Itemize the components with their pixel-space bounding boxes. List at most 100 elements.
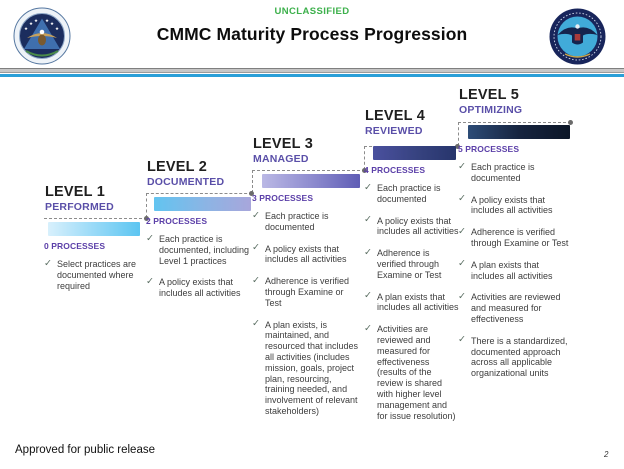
stair-riser-level5 (458, 122, 459, 146)
level-title: LEVEL 3 (253, 136, 313, 152)
header-divider-blue (0, 74, 624, 77)
check-icon: ✓ (458, 225, 466, 237)
checklist-item-text: Adherence is verified through Examine or… (471, 227, 569, 248)
check-icon: ✓ (364, 214, 372, 226)
check-icon: ✓ (458, 160, 466, 172)
checklist-item-text: Activities are reviewed and measured for… (377, 324, 456, 421)
checklist-item-text: There is a standardized, documented appr… (471, 335, 568, 379)
connector-node (144, 216, 149, 221)
checklist-item-text: A policy exists that includes all activi… (265, 243, 347, 265)
check-icon: ✓ (146, 275, 154, 287)
checklist-item: ✓ Adherence is verified through Examine … (364, 246, 459, 280)
check-icon: ✓ (44, 257, 52, 269)
stair-connector-level5 (458, 122, 571, 123)
stair-riser-level2 (146, 193, 147, 218)
checklist-item: ✓ Activities are reviewed and measured f… (364, 322, 459, 421)
level-subtitle: REVIEWED (365, 125, 423, 137)
level-4-column: LEVEL 4 REVIEWED 4 PROCESSES ✓ Each prac… (364, 109, 459, 432)
level-5-column: LEVEL 5 OPTIMIZING 5 PROCESSES ✓ Each pr… (458, 88, 572, 390)
checklist-item: ✓ Each practice is documented (364, 181, 459, 205)
checklist-item: ✓ Each practice is documented, including… (146, 232, 252, 266)
checklist-item-text: Each practice is documented (377, 183, 441, 204)
stair-riser-level3 (252, 170, 253, 193)
svg-text:★: ★ (34, 18, 38, 24)
checklist-item: ✓ Select practices are documented where … (44, 257, 146, 291)
checklist-item: ✓ Adherence is verified through Examine … (252, 274, 362, 308)
checklist-item-text: A plan exists that includes all activiti… (471, 259, 553, 281)
check-icon: ✓ (252, 242, 260, 254)
check-icon: ✓ (252, 318, 260, 330)
level-subtitle: OPTIMIZING (459, 104, 523, 116)
connector-node (362, 168, 367, 173)
process-count: 0 PROCESSES (44, 241, 106, 251)
page-title: CMMC Maturity Process Progression (156, 24, 468, 44)
level-subtitle: PERFORMED (45, 201, 114, 213)
checklist-item: ✓ Each practice is documented (252, 209, 362, 233)
svg-text:★: ★ (29, 21, 33, 27)
checklist-item-text: Each practice is documented (471, 162, 535, 183)
process-count: 3 PROCESSES (252, 193, 314, 203)
check-icon: ✓ (364, 290, 372, 302)
svg-text:★: ★ (50, 21, 54, 27)
process-count: 4 PROCESSES (364, 165, 426, 175)
maturity-bar (373, 146, 456, 160)
level-3-column: LEVEL 3 MANAGED 3 PROCESSES ✓ Each pract… (252, 137, 362, 428)
process-count: 5 PROCESSES (458, 144, 520, 154)
check-icon: ✓ (364, 246, 372, 258)
checklist-item-text: A policy exists that includes all activi… (377, 215, 459, 237)
checklist-item: ✓ There is a standardized, documented ap… (458, 334, 572, 379)
maturity-bar (48, 222, 140, 236)
checklist-item-text: A plan exists that includes all activiti… (377, 291, 459, 313)
level-title: LEVEL 2 (147, 159, 207, 175)
checklist-item-text: Each practice is documented, including L… (159, 234, 250, 266)
check-icon: ✓ (146, 232, 154, 244)
connector-node (249, 191, 254, 196)
stair-connector-level1 (44, 218, 147, 219)
check-icon: ✓ (458, 334, 466, 346)
check-icon: ✓ (364, 181, 372, 193)
stair-connector-level2 (146, 193, 252, 194)
dod-seal-icon (549, 8, 606, 65)
header-divider-gray (0, 68, 624, 73)
checklist-item-text: A plan exists, is maintained, and resour… (265, 319, 359, 416)
checklist-item-text: A policy exists that includes all activi… (159, 277, 241, 299)
checklist-item: ✓ Activities are reviewed and measured f… (458, 290, 572, 324)
connector-node (455, 144, 460, 149)
process-count: 2 PROCESSES (146, 216, 208, 226)
checklist-item: ✓ A policy exists that includes all acti… (146, 275, 252, 299)
check-icon: ✓ (458, 290, 466, 302)
classification-banner: UNCLASSIFIED (274, 6, 350, 17)
svg-text:★: ★ (45, 18, 49, 24)
checklist-item: ✓ A policy exists that includes all acti… (458, 193, 572, 217)
connector-node (568, 120, 573, 125)
check-icon: ✓ (364, 322, 372, 334)
check-icon: ✓ (252, 209, 260, 221)
level-subtitle: MANAGED (253, 153, 309, 165)
maturity-bar (154, 197, 251, 211)
level-subtitle: DOCUMENTED (147, 176, 225, 188)
checklist-item-text: A policy exists that includes all activi… (471, 194, 553, 216)
checklist-item-text: Activities are reviewed and measured for… (471, 292, 561, 324)
approval-note: Approved for public release (15, 444, 155, 456)
checklist-item-text: Adherence is verified through Examine or… (377, 248, 442, 280)
checklist-item-text: Adherence is verified through Examine or… (265, 276, 350, 308)
checklist-item: ✓ Adherence is verified through Examine … (458, 225, 572, 249)
level-title: LEVEL 4 (365, 108, 425, 124)
svg-text:★: ★ (55, 26, 59, 32)
stair-riser-level4 (364, 146, 365, 170)
checklist-item-text: Select practices are documented where re… (57, 259, 137, 291)
checklist-item: ✓ Each practice is documented (458, 160, 572, 184)
checklist-item: ✓ A plan exists, is maintained, and reso… (252, 318, 362, 417)
checklist-item-text: Each practice is documented (265, 211, 329, 232)
level-1-column: LEVEL 1 PERFORMED 0 PROCESSES ✓ Select p… (44, 185, 146, 302)
stair-connector-level3 (252, 170, 365, 171)
page-number: 2 (604, 450, 609, 459)
level-2-column: LEVEL 2 DOCUMENTED 2 PROCESSES ✓ Each pr… (146, 160, 252, 310)
maturity-bar (468, 125, 570, 139)
checklist-item: ✓ A policy exists that includes all acti… (364, 214, 459, 238)
check-icon: ✓ (458, 193, 466, 205)
check-icon: ✓ (252, 274, 260, 286)
cmmc-ab-seal-icon: ★★★ ★★★ (13, 7, 71, 65)
level-title: LEVEL 1 (45, 184, 105, 200)
